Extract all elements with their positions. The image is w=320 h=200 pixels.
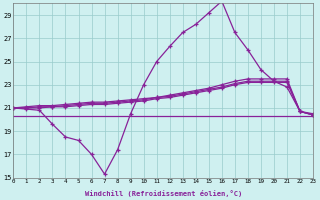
X-axis label: Windchill (Refroidissement éolien,°C): Windchill (Refroidissement éolien,°C) <box>84 190 242 197</box>
